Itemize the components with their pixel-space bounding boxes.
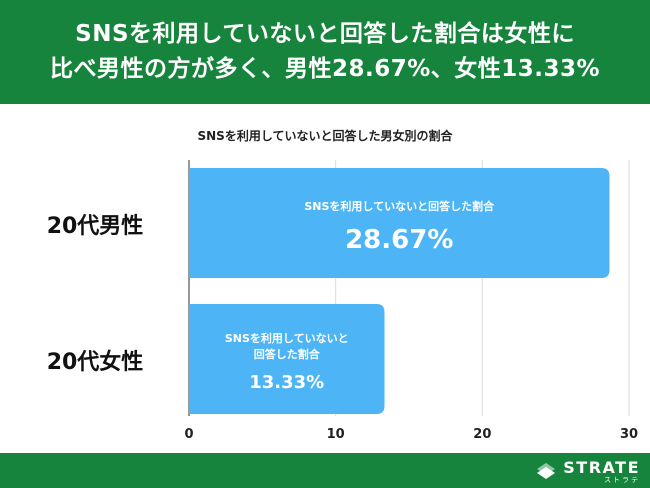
logo-wordmark: STRATE <box>563 457 640 477</box>
bar-value-label: 13.33% <box>249 372 324 393</box>
bar <box>189 304 385 414</box>
headline-line-1: SNSを利用していないと回答した割合は女性に <box>75 21 575 47</box>
category-label: 20代女性 <box>47 349 144 375</box>
headline-line-2: 比べ男性の方が多く、男性28.67%、女性13.33% <box>49 56 601 82</box>
bar-value-label: 28.67% <box>345 225 453 255</box>
bar-caption: SNSを利用していないと <box>225 331 349 345</box>
bar <box>189 168 610 278</box>
bar-chart: 0 10 20 30 20代男性 SNSを利用していないと回答した割合 28.67% 20代女… <box>47 160 638 442</box>
chart-title: SNSを利用していないと回答した男女別の割合 <box>197 129 453 143</box>
x-tick-label: 0 <box>184 427 193 442</box>
logo-subtext: ストラテ <box>604 475 640 484</box>
x-tick-label: 20 <box>473 427 491 442</box>
strate-logo: STRATE ストラテ <box>535 458 640 484</box>
page-header: SNSを利用していないと回答した割合は女性に 比べ男性の方が多く、男性28.67… <box>0 0 650 104</box>
bar-caption: SNSを利用していないと回答した割合 <box>304 199 495 213</box>
x-tick-label: 10 <box>327 427 345 442</box>
footer-bar: STRATE ストラテ <box>0 453 650 488</box>
x-tick-label: 30 <box>620 427 638 442</box>
bar-caption: 回答した割合 <box>254 347 321 361</box>
strate-logo-icon <box>537 463 556 479</box>
category-label: 20代男性 <box>47 214 144 239</box>
